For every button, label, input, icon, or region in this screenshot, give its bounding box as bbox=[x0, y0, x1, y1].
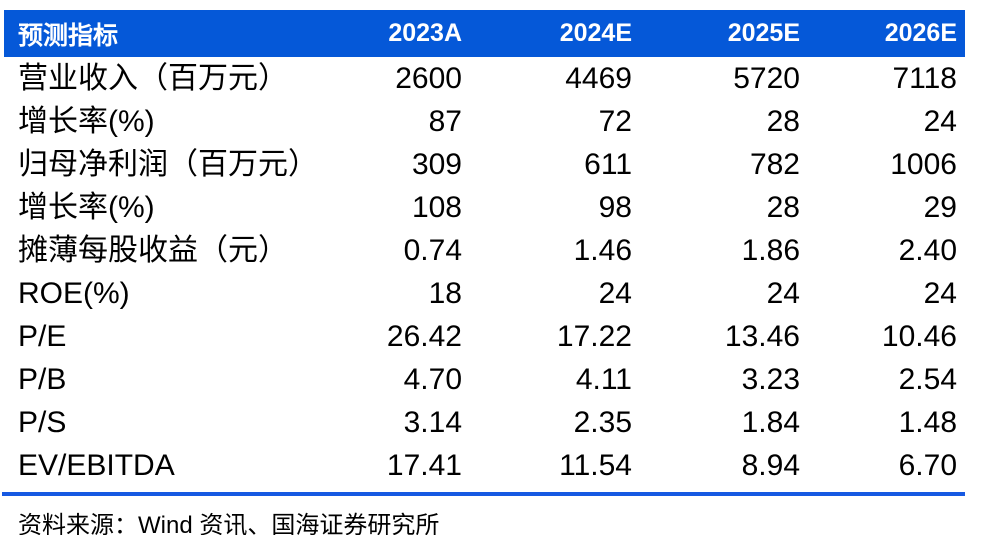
cell-value: 1.48 bbox=[898, 405, 957, 439]
cell-value: 3.23 bbox=[741, 362, 800, 396]
cell-value: 108 bbox=[411, 190, 462, 224]
source-note: 资料来源：Wind 资讯、国海证券研究所 bbox=[18, 512, 440, 535]
cell-value: 3.14 bbox=[403, 405, 462, 439]
cell-value: 29 bbox=[923, 190, 957, 224]
row-label: P/B bbox=[18, 362, 67, 396]
table-row-ev-ebitda: EV/EBITDA 17.41 11.54 8.94 6.70 bbox=[4, 444, 965, 487]
row-label: 摊薄每股收益（元） bbox=[18, 233, 288, 267]
cell-value: 6.70 bbox=[898, 448, 957, 482]
column-header-2023a: 2023A bbox=[304, 10, 470, 57]
row-label: ROE(%) bbox=[18, 276, 130, 310]
report-table-page: 预测指标 2023A 2024E 2025E 2026E 营业收入（百万元） 2… bbox=[0, 10, 981, 535]
cell-value: 98 bbox=[598, 190, 632, 224]
cell-value: 28 bbox=[766, 190, 800, 224]
cell-value: 2600 bbox=[395, 61, 462, 95]
cell-value: 4.70 bbox=[403, 362, 462, 396]
cell-value: 24 bbox=[923, 276, 957, 310]
cell-value: 18 bbox=[428, 276, 462, 310]
cell-value: 24 bbox=[766, 276, 800, 310]
cell-value: 24 bbox=[923, 104, 957, 138]
cell-value: 1.84 bbox=[741, 405, 800, 439]
row-label: EV/EBITDA bbox=[18, 448, 175, 482]
divider-line bbox=[2, 492, 965, 496]
cell-value: 26.42 bbox=[386, 319, 462, 353]
table-row-ps: P/S 3.14 2.35 1.84 1.48 bbox=[4, 401, 965, 444]
table-row-diluted-eps: 摊薄每股收益（元） 0.74 1.46 1.86 2.40 bbox=[4, 229, 965, 272]
cell-value: 611 bbox=[584, 147, 632, 181]
cell-value: 10.46 bbox=[881, 319, 957, 353]
cell-value: 11.54 bbox=[559, 448, 632, 482]
cell-value: 782 bbox=[749, 147, 800, 181]
cell-value: 28 bbox=[766, 104, 800, 138]
cell-value: 0.74 bbox=[403, 233, 462, 267]
table-row-roe: ROE(%) 18 24 24 24 bbox=[4, 272, 965, 315]
row-label: P/S bbox=[18, 405, 67, 439]
column-header-metric: 预测指标 bbox=[4, 10, 304, 57]
table-row-revenue-growth: 增长率(%) 87 72 28 24 bbox=[4, 100, 965, 143]
row-label: 增长率(%) bbox=[18, 104, 155, 138]
cell-value: 309 bbox=[411, 147, 462, 181]
cell-value: 2.54 bbox=[898, 362, 957, 396]
cell-value: 8.94 bbox=[741, 448, 800, 482]
table-row-pe: P/E 26.42 17.22 13.46 10.46 bbox=[4, 315, 965, 358]
cell-value: 1.86 bbox=[741, 233, 800, 267]
table-row-net-profit: 归母净利润（百万元） 309 611 782 1006 bbox=[4, 143, 965, 186]
row-label: 增长率(%) bbox=[18, 190, 155, 224]
column-header-2025e: 2025E bbox=[640, 10, 808, 57]
row-label: P/E bbox=[18, 319, 67, 353]
cell-value: 4.11 bbox=[575, 362, 632, 396]
forecast-table: 预测指标 2023A 2024E 2025E 2026E 营业收入（百万元） 2… bbox=[4, 10, 965, 487]
table-header-row: 预测指标 2023A 2024E 2025E 2026E bbox=[4, 10, 965, 57]
cell-value: 2.40 bbox=[898, 233, 957, 267]
row-label: 营业收入（百万元） bbox=[18, 61, 288, 95]
cell-value: 1.46 bbox=[573, 233, 632, 267]
cell-value: 87 bbox=[428, 104, 462, 138]
table-row-revenue: 营业收入（百万元） 2600 4469 5720 7118 bbox=[4, 57, 965, 100]
cell-value: 17.41 bbox=[386, 448, 462, 482]
cell-value: 1006 bbox=[890, 147, 957, 181]
cell-value: 5720 bbox=[733, 61, 800, 95]
column-header-2024e: 2024E bbox=[470, 10, 640, 57]
cell-value: 72 bbox=[598, 104, 632, 138]
cell-value: 2.35 bbox=[573, 405, 632, 439]
cell-value: 13.46 bbox=[724, 319, 800, 353]
cell-value: 17.22 bbox=[556, 319, 632, 353]
cell-value: 24 bbox=[598, 276, 632, 310]
table-row-profit-growth: 增长率(%) 108 98 28 29 bbox=[4, 186, 965, 229]
table-row-pb: P/B 4.70 4.11 3.23 2.54 bbox=[4, 358, 965, 401]
column-header-2026e: 2026E bbox=[808, 10, 965, 57]
cell-value: 7118 bbox=[892, 61, 957, 95]
row-label: 归母净利润（百万元） bbox=[18, 147, 318, 181]
cell-value: 4469 bbox=[565, 61, 632, 95]
